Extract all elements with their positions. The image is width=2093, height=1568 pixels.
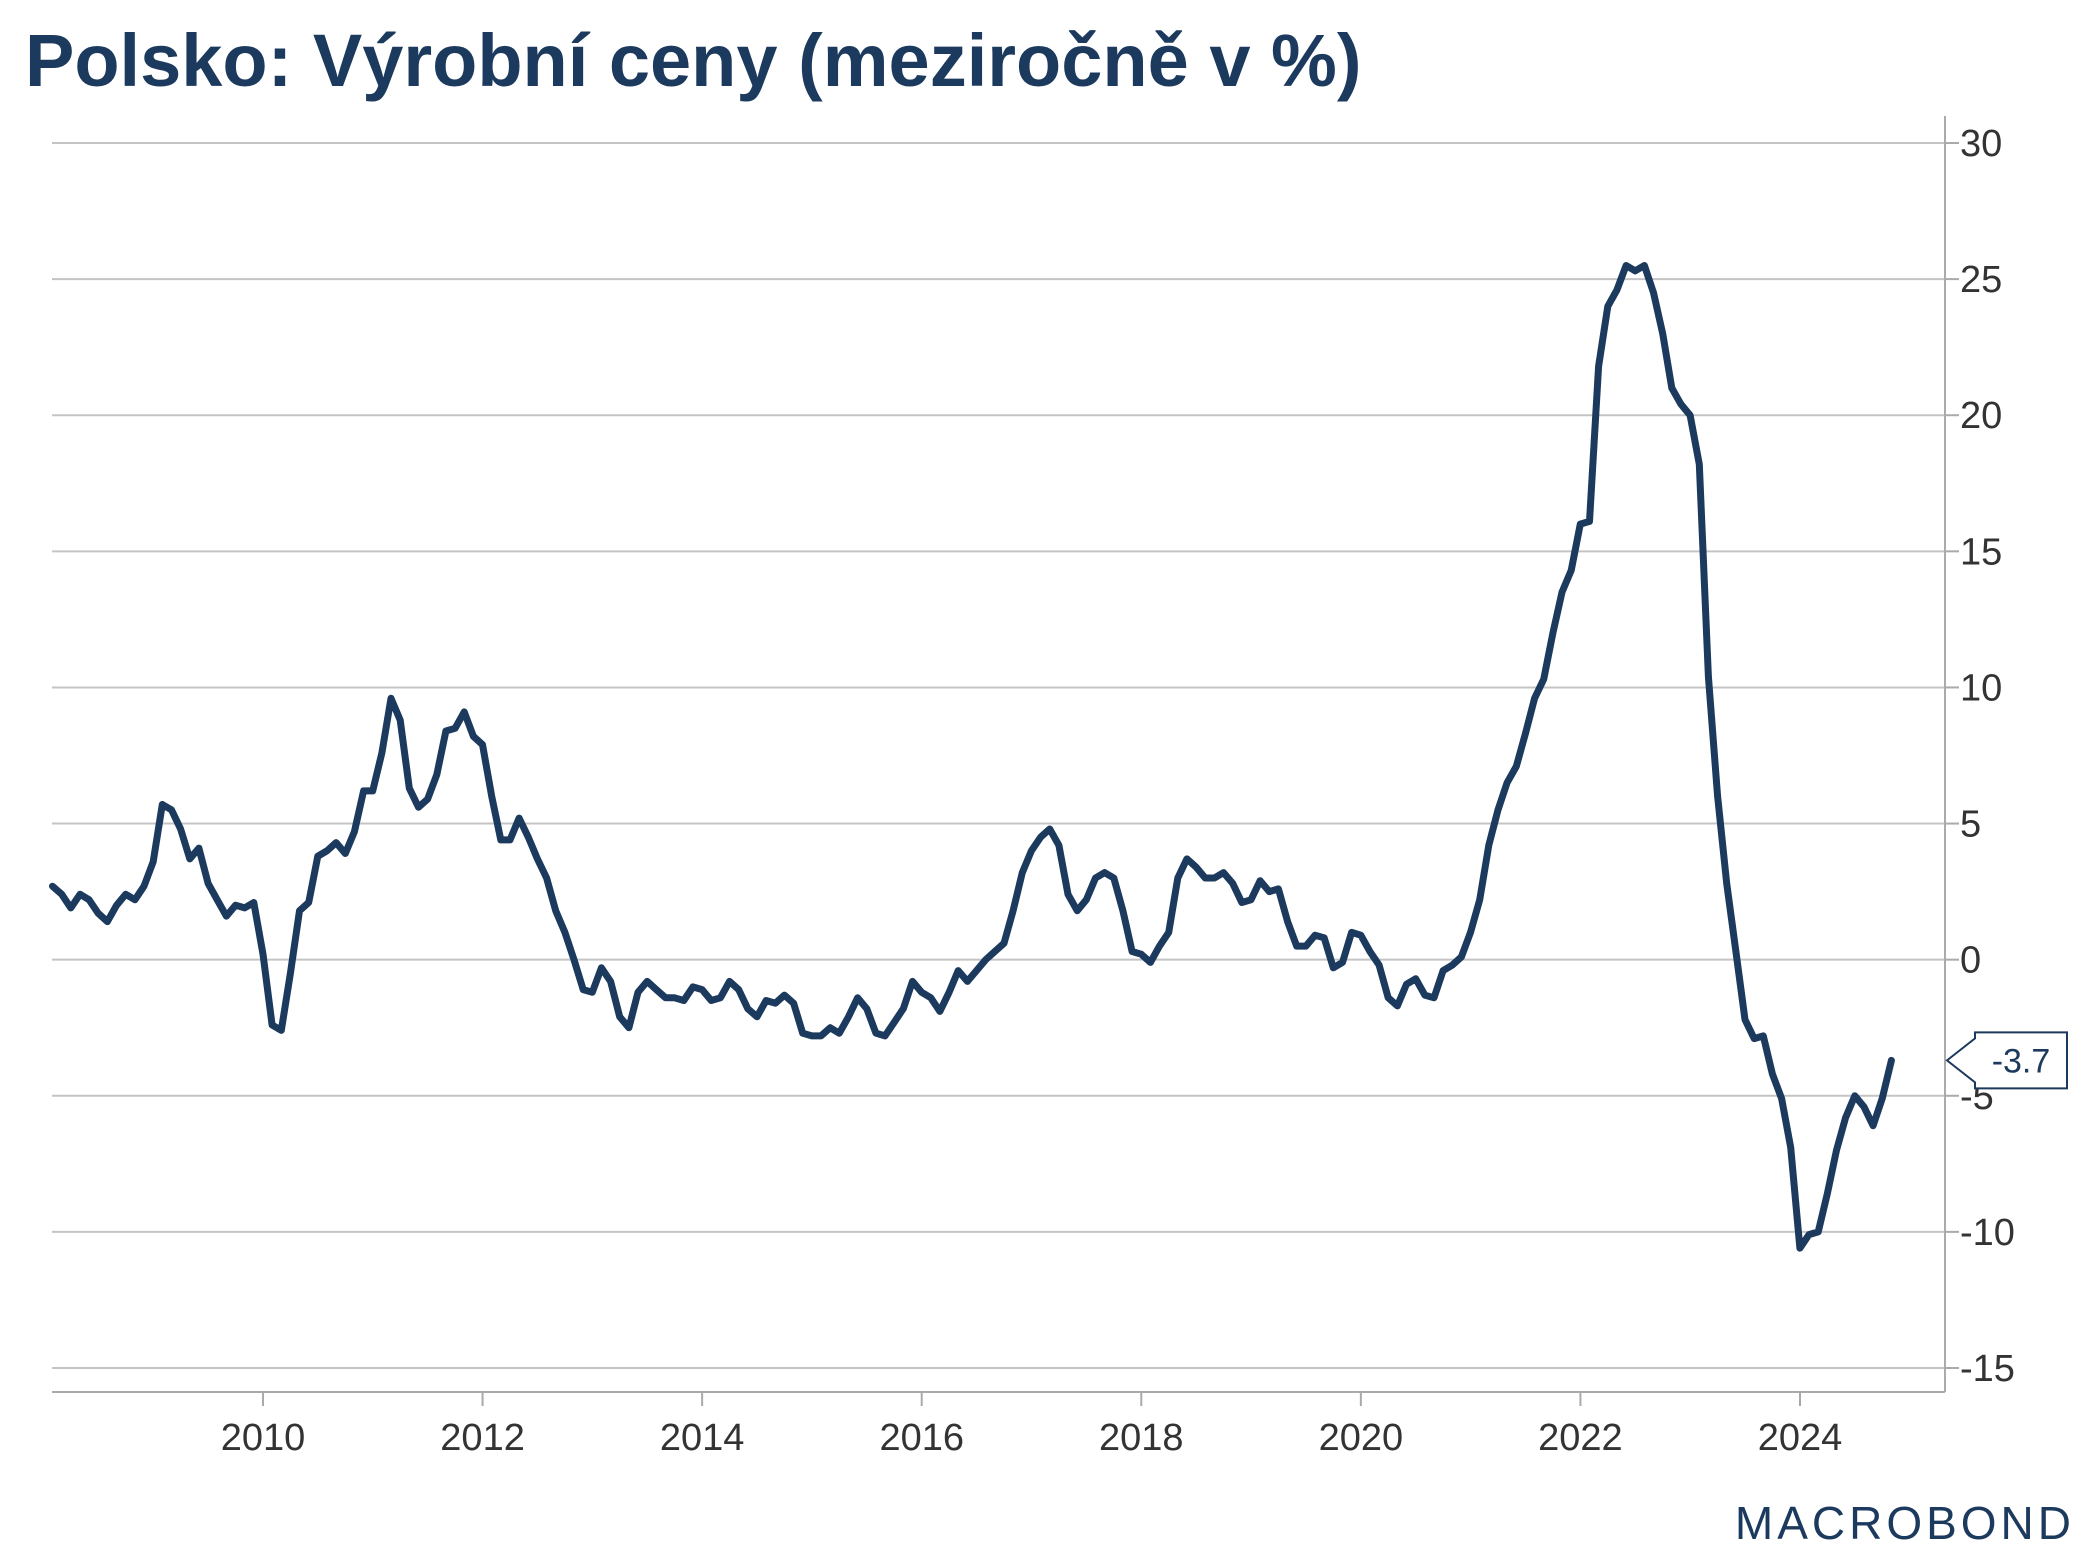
x-tick-label: 2024 xyxy=(1758,1417,1843,1459)
series-layer xyxy=(49,262,1895,1252)
x-tick-label: 2014 xyxy=(660,1417,745,1459)
x-tick-label: 2020 xyxy=(1319,1417,1404,1459)
x-tick-label: 2022 xyxy=(1538,1417,1623,1459)
series-line xyxy=(49,262,1895,1252)
x-tick-label: 2018 xyxy=(1099,1417,1184,1459)
y-tick-label: 5 xyxy=(1960,804,1981,846)
y-tick-label: 10 xyxy=(1960,667,2002,709)
x-axis-ticks xyxy=(262,1392,1801,1406)
last-value-callout: -3.7 xyxy=(1945,1031,2068,1090)
y-tick-label: 0 xyxy=(1960,940,1981,982)
y-tick-label: 15 xyxy=(1960,531,2002,573)
x-tick-label: 2010 xyxy=(221,1417,306,1459)
last-value-label: -3.7 xyxy=(1992,1042,2051,1080)
x-tick-label: 2016 xyxy=(879,1417,964,1459)
y-tick-label: -15 xyxy=(1960,1348,2015,1390)
gridlines xyxy=(52,142,1959,1369)
y-tick-label: 30 xyxy=(1960,123,2002,165)
last-value-callout-box xyxy=(1945,1031,2068,1090)
chart-title: Polsko: Výrobní ceny (meziročně v %) xyxy=(25,19,1362,102)
macrobond-logo: MACROBOND xyxy=(1734,1497,2075,1549)
y-tick-label: 20 xyxy=(1960,395,2002,437)
y-tick-label: 25 xyxy=(1960,259,2002,301)
x-axis-labels: 2010 2012 2014 2016 2018 2020 2022 2024 xyxy=(221,1417,1843,1459)
x-tick-label: 2012 xyxy=(440,1417,525,1459)
y-tick-label: -10 xyxy=(1960,1212,2015,1254)
